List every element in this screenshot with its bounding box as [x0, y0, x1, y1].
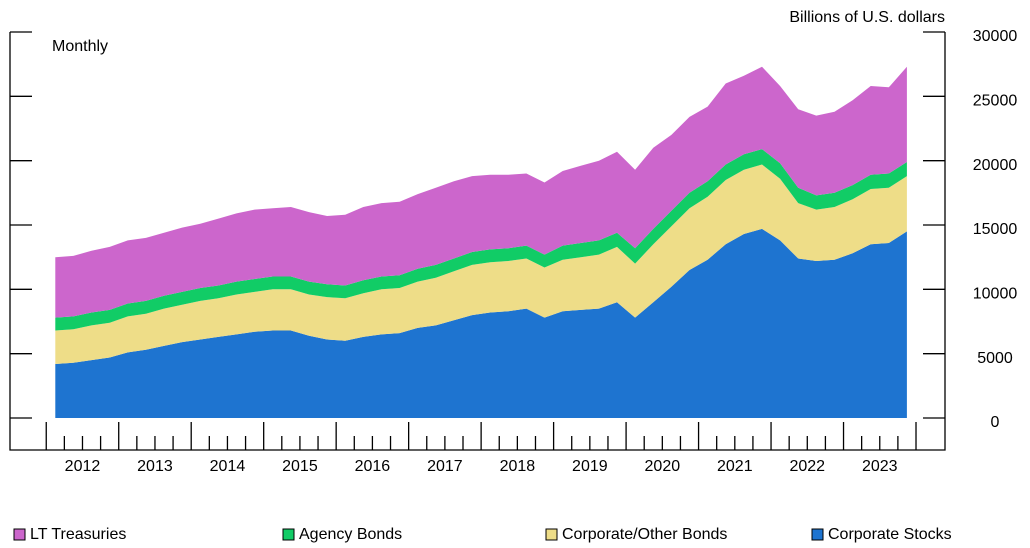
y-tick-label: 0	[991, 414, 1000, 431]
x-tick-label: 2018	[500, 458, 536, 475]
x-tick-label: 2013	[137, 458, 173, 475]
x-tick-label: 2014	[210, 458, 246, 475]
legend-label: Agency Bonds	[299, 526, 402, 543]
x-tick-label: 2019	[572, 458, 608, 475]
x-tick-label: 2016	[355, 458, 391, 475]
x-tick-label: 2021	[717, 458, 753, 475]
x-tick-label: 2017	[427, 458, 463, 475]
x-tick-label: 2023	[862, 458, 898, 475]
x-tick-label: 2020	[645, 458, 681, 475]
x-tick-label: 2015	[282, 458, 318, 475]
y-tick-label: 25000	[973, 93, 1018, 110]
legend-label: Corporate/Other Bonds	[562, 526, 727, 543]
axis-frame	[9, 32, 946, 451]
y-tick-label: 10000	[973, 286, 1018, 303]
y-tick-label: 15000	[973, 221, 1018, 238]
legend-swatch	[13, 528, 26, 541]
y-tick-label: 20000	[973, 157, 1018, 174]
legend-swatch	[545, 528, 558, 541]
x-tick-label: 2012	[65, 458, 101, 475]
subtitle: Monthly	[52, 38, 108, 55]
x-tick-label: 2022	[789, 458, 825, 475]
area	[55, 164, 907, 364]
y-tick-label: 5000	[977, 350, 1013, 367]
legend-swatch	[811, 528, 824, 541]
area	[55, 149, 907, 331]
legend-swatch	[282, 528, 295, 541]
legend-label: LT Treasuries	[30, 526, 126, 543]
y-tick-label: 30000	[973, 28, 1018, 45]
area	[55, 228, 907, 418]
legend-label: Corporate Stocks	[828, 526, 952, 543]
area	[55, 66, 907, 318]
y-axis-label: Billions of U.S. dollars	[789, 9, 945, 26]
